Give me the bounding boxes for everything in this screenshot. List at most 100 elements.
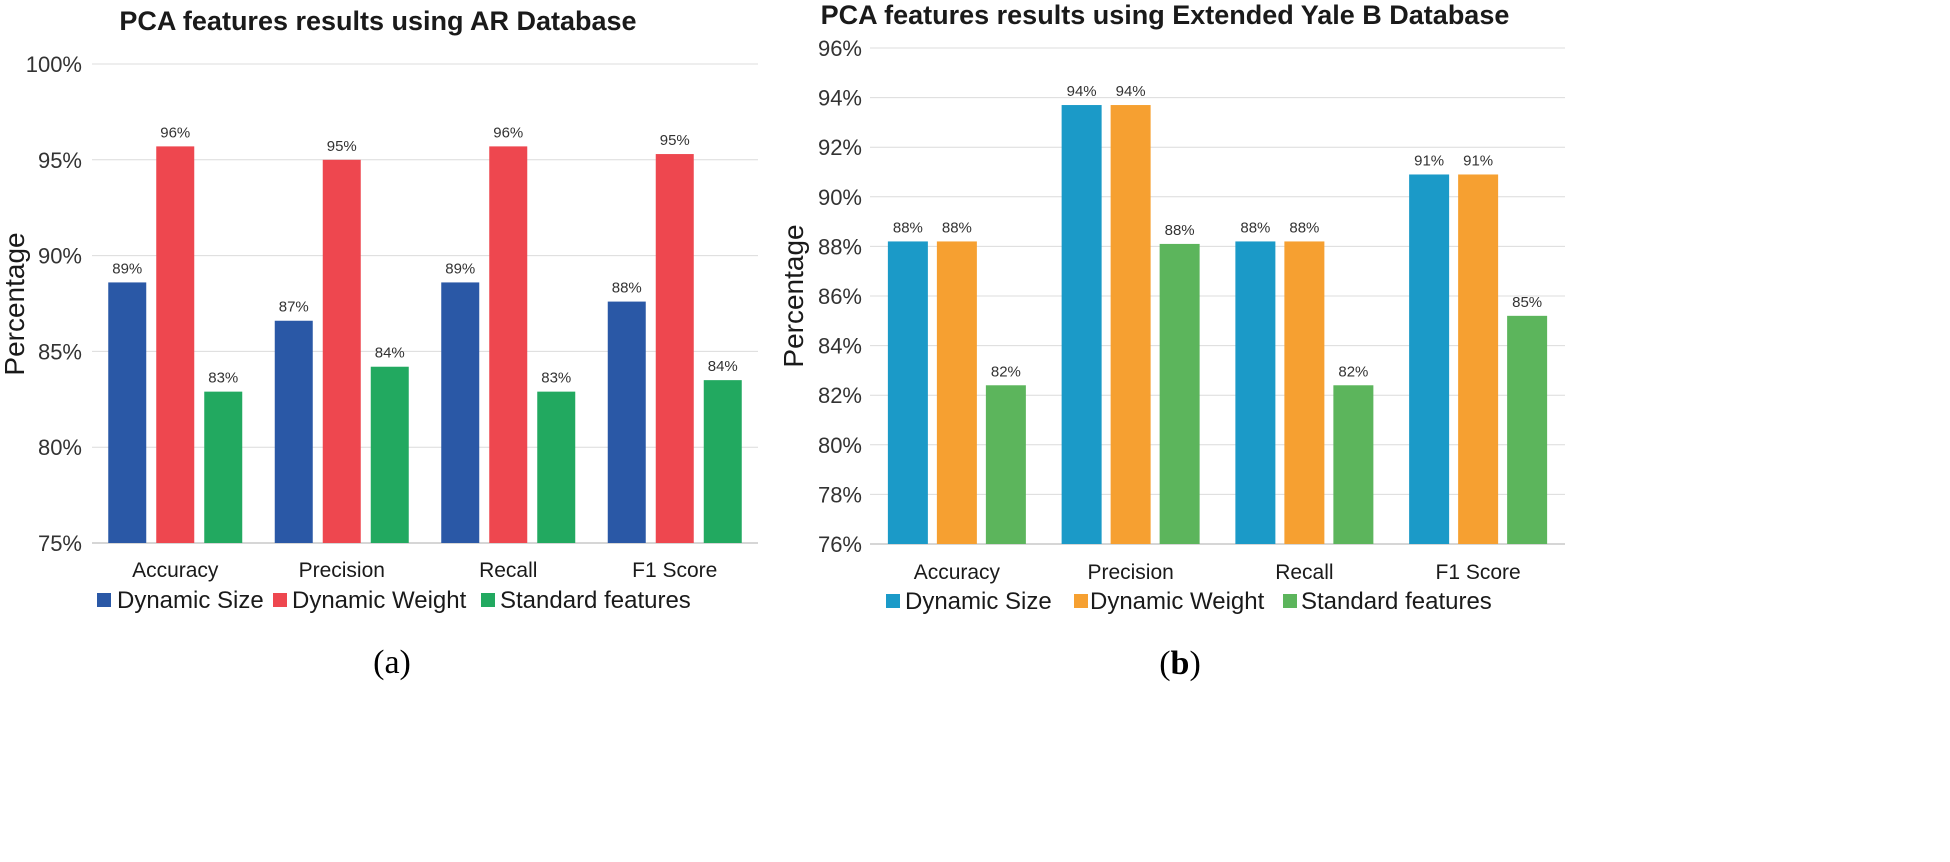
x-category-label: Precision — [299, 559, 385, 582]
legend-entry: Dynamic Weight — [292, 587, 467, 614]
y-tick-label: 85% — [38, 339, 82, 364]
y-tick-label: 95% — [38, 148, 82, 173]
data-label: 94% — [1067, 83, 1097, 100]
data-label: 88% — [1289, 219, 1319, 236]
x-category-label: Accuracy — [914, 561, 1001, 584]
y-tick-label: 80% — [818, 433, 862, 458]
panel-label-close-paren: ) — [1189, 645, 1200, 682]
x-category-label: F1 Score — [1436, 561, 1521, 584]
legend-entry: Standard features — [1301, 588, 1492, 615]
panel-label: (a) — [373, 644, 411, 681]
panel-label: (b) — [1159, 645, 1201, 682]
legend-swatch — [481, 593, 495, 607]
data-label: 88% — [893, 219, 923, 236]
bar — [489, 146, 528, 543]
y-tick-label: 96% — [818, 36, 862, 61]
data-label: 91% — [1463, 152, 1493, 169]
data-label: 82% — [991, 363, 1021, 380]
bar — [156, 146, 195, 543]
data-label: 84% — [708, 358, 738, 375]
x-category-label: Recall — [479, 559, 537, 582]
data-label: 96% — [160, 124, 190, 141]
bar — [1159, 243, 1200, 545]
legend-swatch — [273, 593, 287, 607]
data-label: 91% — [1414, 152, 1444, 169]
bar — [887, 241, 928, 544]
bar — [607, 301, 646, 543]
bar — [1333, 385, 1374, 544]
x-category-label: Accuracy — [132, 559, 219, 582]
y-tick-label: 76% — [818, 532, 862, 557]
bar — [204, 391, 243, 543]
bar — [1235, 241, 1276, 544]
y-tick-label: 82% — [818, 383, 862, 408]
bar — [1409, 174, 1450, 545]
data-label: 88% — [942, 219, 972, 236]
bar — [1458, 174, 1499, 545]
data-label: 83% — [208, 370, 238, 387]
y-tick-label: 75% — [38, 531, 82, 556]
data-label: 85% — [1512, 294, 1542, 311]
data-label: 94% — [1116, 83, 1146, 100]
panel-label-open-paren: ( — [373, 644, 384, 681]
chart-panel-b: PCA features results using Extended Yale… — [778, 0, 1565, 682]
y-axis-label: Percentage — [778, 224, 809, 367]
data-label: 89% — [112, 260, 142, 277]
bar — [1507, 315, 1548, 544]
y-tick-label: 84% — [818, 334, 862, 359]
y-tick-label: 78% — [818, 482, 862, 507]
data-label: 84% — [375, 345, 405, 362]
legend-entry: Dynamic Size — [117, 587, 264, 614]
y-tick-label: 86% — [818, 284, 862, 309]
data-label: 87% — [279, 299, 309, 316]
bar — [537, 391, 576, 543]
legend-entry: Dynamic Weight — [1090, 588, 1265, 615]
panel-label-letter: b — [1171, 645, 1190, 682]
bar — [655, 154, 694, 543]
x-category-label: Precision — [1087, 561, 1173, 584]
data-label: 88% — [612, 280, 642, 297]
bar — [108, 282, 147, 543]
panel-label-open-paren: ( — [1159, 645, 1170, 682]
legend-entry: Dynamic Size — [905, 588, 1052, 615]
data-label: 95% — [327, 138, 357, 155]
legend-swatch — [886, 594, 900, 608]
chart-title: PCA features results using Extended Yale… — [821, 0, 1510, 30]
legend-swatch — [1074, 594, 1088, 608]
y-tick-label: 80% — [38, 435, 82, 460]
bar — [441, 282, 480, 543]
y-tick-label: 88% — [818, 234, 862, 259]
legend-entry: Standard features — [500, 587, 691, 614]
bar — [1284, 241, 1325, 544]
chart-panel-a: PCA features results using AR Database Pe… — [0, 6, 758, 681]
data-label: 88% — [1240, 219, 1270, 236]
y-tick-label: 90% — [38, 244, 82, 269]
chart-title: PCA features results using AR Database — [119, 6, 636, 36]
bar — [1110, 105, 1151, 544]
legend-swatch — [97, 593, 111, 607]
bar — [985, 385, 1026, 544]
x-category-label: F1 Score — [632, 559, 717, 582]
data-label: 82% — [1338, 363, 1368, 380]
bar — [1061, 105, 1102, 544]
y-tick-label: 94% — [818, 86, 862, 111]
y-tick-label: 90% — [818, 185, 862, 210]
y-tick-label: 100% — [26, 52, 82, 77]
x-category-label: Recall — [1275, 561, 1333, 584]
y-axis-label: Percentage — [0, 232, 30, 375]
data-label: 89% — [445, 260, 475, 277]
data-label: 83% — [541, 370, 571, 387]
bar — [322, 159, 361, 544]
bar — [936, 241, 977, 544]
data-label: 96% — [493, 124, 523, 141]
bar — [370, 366, 409, 543]
bar — [703, 380, 742, 543]
panel-label-letter: a — [384, 644, 399, 681]
data-label: 88% — [1165, 222, 1195, 239]
y-tick-label: 92% — [818, 135, 862, 160]
data-label: 95% — [660, 132, 690, 149]
legend-swatch — [1283, 594, 1297, 608]
bar — [274, 320, 313, 543]
panel-label-close-paren: ) — [400, 644, 411, 681]
